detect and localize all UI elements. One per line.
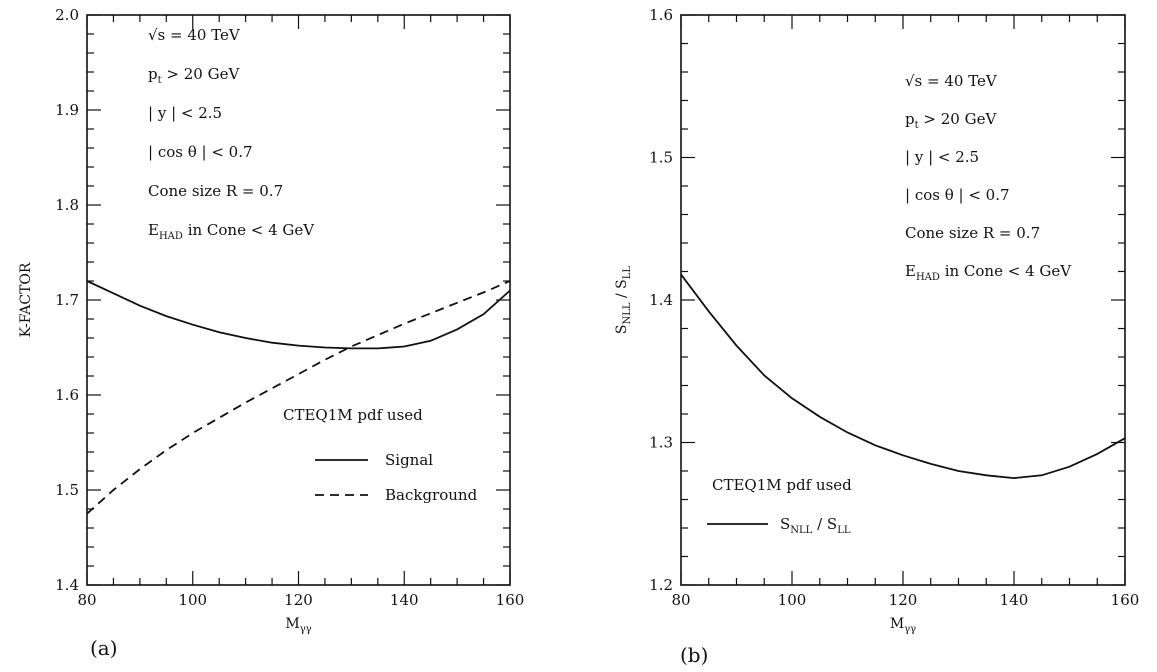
- y-tick-label: 1.9: [55, 101, 79, 119]
- series-line-signal: [86, 280, 511, 350]
- x-tick-label: 160: [496, 591, 525, 609]
- chart-panel-a: 80 100 120 140 160 1.4 1.5 1.6 1.7 1.8 1.9 2.0 Mγγ K-…: [18, 6, 524, 660]
- panel-label: (b): [680, 643, 708, 667]
- legend-label: Background: [385, 486, 478, 504]
- legend-label: Signal: [385, 451, 433, 469]
- y-tick-label: 1.4: [649, 291, 673, 309]
- plot-frame: [680, 14, 1126, 586]
- x-tick-label: 80: [671, 591, 690, 609]
- x-tick-label: 100: [778, 591, 807, 609]
- y-tick-label: 1.7: [55, 291, 79, 309]
- y-tick-label: 1.6: [649, 6, 673, 24]
- panel-label: (a): [90, 636, 118, 660]
- cut-annotation: EHAD in Cone < 4 GeV: [148, 221, 315, 242]
- x-axis-label: Mγγ: [285, 616, 311, 635]
- x-tick-label: 100: [178, 591, 207, 609]
- cut-annotation: | y | < 2.5: [148, 104, 222, 122]
- y-tick-label: 1.2: [649, 576, 673, 594]
- cut-annotation: √s = 40 TeV: [148, 26, 241, 44]
- cut-annotation: Cone size R = 0.7: [905, 224, 1040, 242]
- cut-annotation: pt > 20 GeV: [905, 110, 997, 131]
- y-tick-label: 1.4: [55, 576, 79, 594]
- x-tick-label: 140: [390, 591, 419, 609]
- cut-annotation: | cos θ | < 0.7: [148, 143, 253, 161]
- series-line-ratio: [680, 273, 1126, 480]
- y-axis-label: K-FACTOR: [18, 262, 34, 337]
- chart-panel-b: 80 100 120 140 160 1.2 1.3 1.4 1.5 1.6 Mγγ SNLL / S…: [614, 6, 1139, 667]
- y-tick-label: 1.3: [649, 434, 673, 452]
- legend-label: SNLL / SLL: [780, 515, 851, 536]
- x-axis-label: Mγγ: [890, 616, 916, 635]
- y-tick-label: 1.5: [55, 481, 79, 499]
- cut-annotation: | cos θ | < 0.7: [905, 186, 1010, 204]
- x-tick-label: 120: [889, 591, 918, 609]
- series-line-background: [86, 280, 511, 515]
- x-tick-label: 160: [1111, 591, 1140, 609]
- cut-annotation: | y | < 2.5: [905, 148, 979, 166]
- y-axis-label: SNLL / SLL: [614, 266, 633, 334]
- pdf-note: CTEQ1M pdf used: [283, 406, 423, 424]
- x-tick-label: 140: [1000, 591, 1029, 609]
- x-tick-label: 120: [284, 591, 313, 609]
- y-tick-label: 1.5: [649, 149, 673, 167]
- y-tick-label: 2.0: [55, 6, 79, 24]
- cut-annotation: EHAD in Cone < 4 GeV: [905, 262, 1072, 283]
- cut-annotation: Cone size R = 0.7: [148, 182, 283, 200]
- cut-annotation: pt > 20 GeV: [148, 65, 240, 86]
- cut-annotation: √s = 40 TeV: [905, 72, 998, 90]
- x-tick-label: 80: [77, 591, 96, 609]
- y-tick-label: 1.6: [55, 386, 79, 404]
- pdf-note: CTEQ1M pdf used: [712, 476, 852, 494]
- y-tick-label: 1.8: [55, 196, 79, 214]
